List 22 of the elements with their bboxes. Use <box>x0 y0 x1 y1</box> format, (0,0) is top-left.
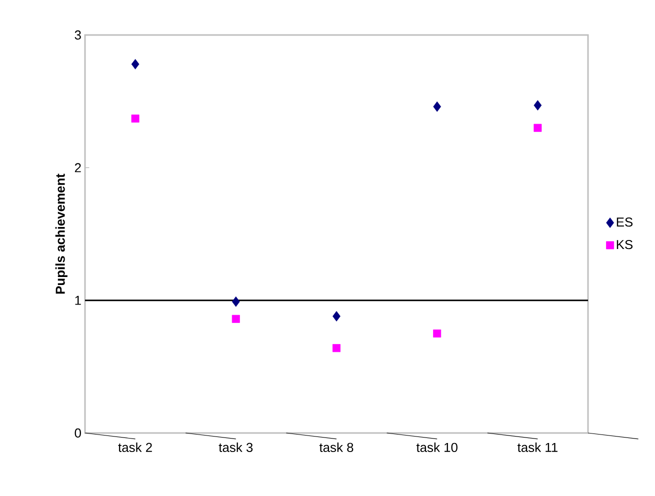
point <box>332 311 340 322</box>
x-tick-label: task 10 <box>416 442 458 452</box>
legend-label: ES <box>616 217 633 227</box>
y-tick-label: 2 <box>74 163 81 172</box>
x-tick-label: task 8 <box>319 442 354 452</box>
point <box>332 344 340 352</box>
point <box>534 100 542 110</box>
point <box>131 114 140 123</box>
x-tick-label: task 2 <box>118 442 152 452</box>
point <box>131 59 140 70</box>
y-axis-title: Pupils achievement <box>55 174 68 294</box>
point <box>232 314 240 323</box>
point <box>534 124 542 132</box>
point <box>232 296 240 307</box>
x-tick-label: task 11 <box>518 442 558 452</box>
y-tick-label: 1 <box>75 296 81 305</box>
point <box>433 101 442 112</box>
x-tick-label: task 3 <box>218 442 253 452</box>
y-tick-label: 0 <box>74 428 81 438</box>
y-tick-label: 3 <box>74 30 81 40</box>
point <box>433 330 442 338</box>
legend-label: KS <box>616 240 633 250</box>
